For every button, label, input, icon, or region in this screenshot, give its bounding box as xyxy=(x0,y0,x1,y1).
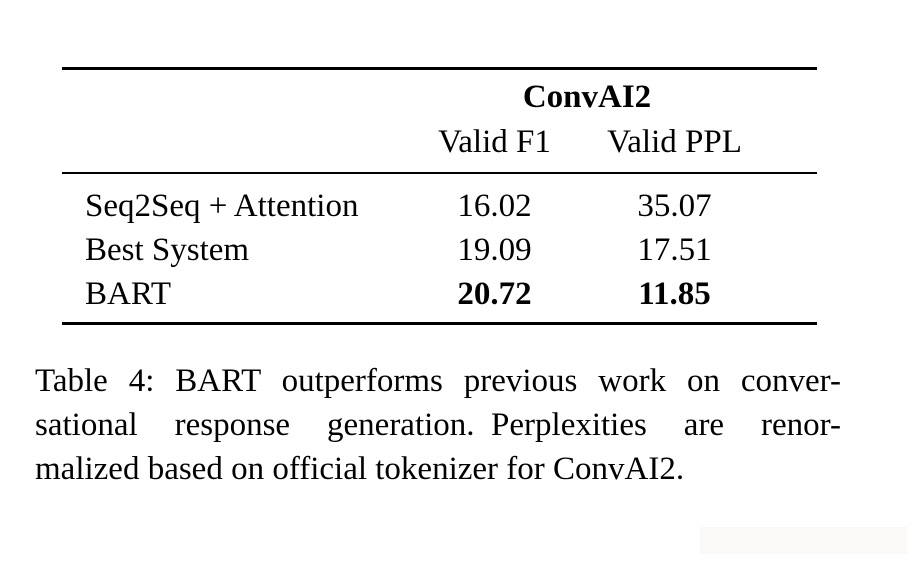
table-body: Seq2Seq + Attention 16.02 35.07 Best Sys… xyxy=(62,174,817,316)
cell-seq2seq-valid-f1: 16.02 xyxy=(457,188,532,224)
table-group-header-row: ConvAI2 xyxy=(62,70,817,120)
table-column-header-row: Valid F1 Valid PPL xyxy=(62,120,817,164)
caption-line-1: Table 4: BART outperforms previous work … xyxy=(35,363,841,399)
table-row: Seq2Seq + Attention 16.02 35.07 xyxy=(62,184,817,228)
column-header-spacer xyxy=(62,120,407,164)
row-label-seq2seq: Seq2Seq + Attention xyxy=(85,188,359,224)
cell-bart-valid-f1: 20.72 xyxy=(457,276,532,312)
cell-seq2seq-valid-ppl: 35.07 xyxy=(637,188,712,224)
group-header-spacer xyxy=(62,74,407,120)
table-top-rule xyxy=(62,67,817,70)
group-header-convai2: ConvAI2 xyxy=(522,79,652,115)
row-label-bart: BART xyxy=(85,276,172,312)
column-header-valid-f1: Valid F1 xyxy=(438,124,551,160)
table-row: Best System 19.09 17.51 xyxy=(62,228,817,272)
cell-best-system-valid-f1: 19.09 xyxy=(457,232,532,268)
column-header-valid-ppl: Valid PPL xyxy=(607,124,742,160)
caption-line-3: malized based on official tokenizer for … xyxy=(35,451,685,487)
cell-bart-valid-ppl: 11.85 xyxy=(638,276,711,312)
table-row: BART 20.72 11.85 xyxy=(62,272,817,316)
table-caption: Table 4: BART outperforms previous work … xyxy=(35,359,841,491)
row-label-best-system: Best System xyxy=(85,232,250,268)
scan-artifact xyxy=(700,527,907,554)
table-middle-rule xyxy=(62,172,817,174)
results-table: ConvAI2 Valid F1 Valid PPL Seq2Seq + Att… xyxy=(62,67,817,325)
cell-best-system-valid-ppl: 17.51 xyxy=(637,232,712,268)
caption-line-2: sational response generation. Perplexiti… xyxy=(35,407,841,443)
table-bottom-rule xyxy=(62,322,817,325)
